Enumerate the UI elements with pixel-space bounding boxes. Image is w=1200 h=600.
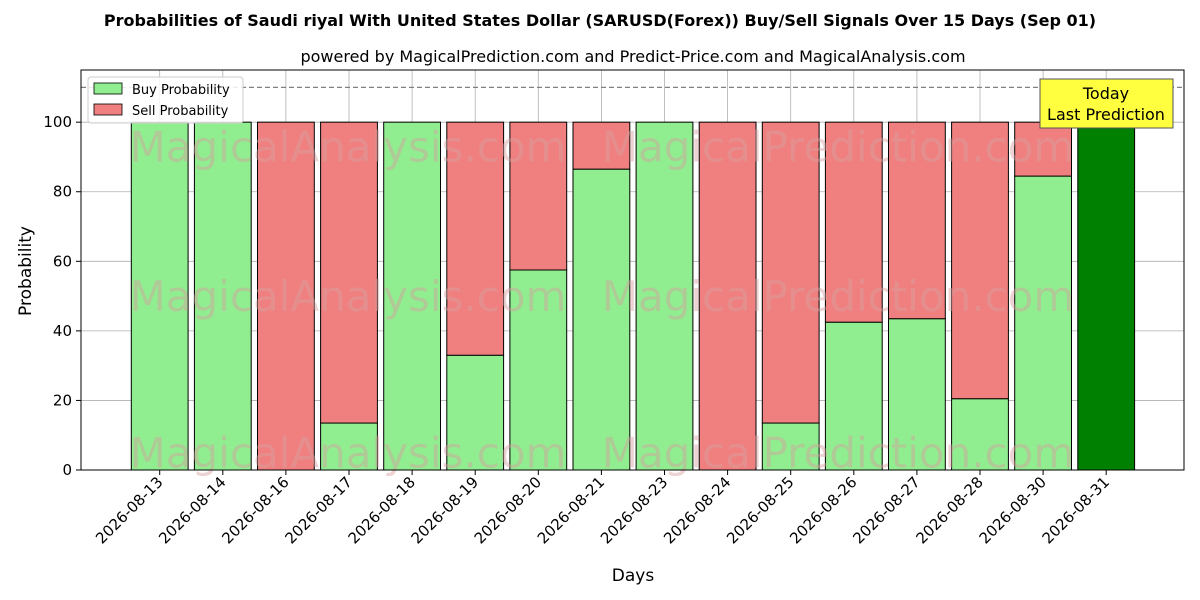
x-tick-label: 2026-08-13 [92, 473, 166, 547]
watermark-text: MagicalPrediction.com [602, 429, 1075, 478]
x-tick-label: 2026-08-31 [1039, 473, 1113, 547]
y-tick-label: 80 [53, 183, 72, 201]
annotation-line-1: Today [1082, 84, 1129, 103]
x-tick-label: 2026-08-20 [471, 473, 545, 547]
sell-bar [572, 121, 631, 170]
x-tick-label: 2026-08-16 [218, 473, 292, 547]
x-tick-label: 2026-08-23 [597, 473, 671, 547]
y-axis-label: Probability [16, 226, 36, 316]
x-tick-label: 2026-08-17 [281, 473, 355, 547]
y-axis-ticks: 0 20 40 60 80 100 [43, 113, 81, 479]
today-annotation: Today Last Prediction [1039, 78, 1174, 129]
buy-bar [446, 354, 505, 471]
buy-bar [572, 168, 631, 471]
plot-frame [80, 69, 1185, 471]
watermark-text: MagicalPrediction.com [602, 272, 1075, 321]
buy-bar [824, 321, 883, 471]
annotation-box [1039, 78, 1174, 129]
x-tick-label: 2026-08-25 [723, 473, 797, 547]
x-tick-label: 2026-08-24 [660, 473, 734, 547]
sell-bar [698, 121, 757, 471]
x-axis-label: Days [612, 566, 655, 586]
sell-bar [257, 121, 315, 471]
sell-bar [1014, 121, 1073, 177]
x-tick-label: 2026-08-19 [408, 473, 482, 547]
buy-bar [635, 121, 694, 471]
annotation-line-2: Last Prediction [1047, 105, 1165, 124]
y-tick-label: 0 [62, 461, 72, 479]
x-tick-label: 2026-08-26 [786, 473, 860, 547]
buy-bar [1014, 175, 1073, 471]
x-tick-label: 2026-08-14 [155, 473, 229, 547]
legend: Buy Probability Sell Probability [87, 76, 244, 124]
y-tick-label: 40 [53, 322, 72, 340]
buy-bar [888, 318, 946, 471]
chart-title: Probabilities of Saudi riyal With United… [104, 11, 1096, 30]
sell-bar [446, 121, 505, 356]
x-tick-label: 2026-08-27 [849, 473, 923, 547]
buy-bar [951, 398, 1009, 471]
sell-bar [888, 121, 946, 320]
x-tick-label: 2026-08-28 [912, 473, 986, 547]
buy-bar [383, 121, 442, 471]
x-tick-label: 2026-08-18 [345, 473, 419, 547]
y-tick-label: 100 [43, 113, 72, 131]
watermark-text: MagicalAnalysis.com [130, 429, 567, 478]
y-tick-label: 20 [53, 391, 72, 409]
buy-bar [1077, 121, 1136, 471]
legend-buy-label: Buy Probability [132, 83, 230, 98]
buy-bar [761, 422, 820, 471]
chart-subtitle: powered by MagicalPrediction.com and Pre… [300, 47, 965, 66]
x-tick-label: 2026-08-30 [976, 473, 1050, 547]
x-axis-ticks: 2026-08-132026-08-142026-08-162026-08-17… [92, 470, 1113, 547]
sell-bar [761, 121, 820, 424]
sell-bar [509, 121, 568, 271]
watermark-text: MagicalAnalysis.com [130, 123, 567, 172]
sell-bar [320, 121, 378, 424]
legend-sell-swatch [93, 103, 123, 116]
legend-buy-swatch [93, 82, 123, 95]
bars-layer [130, 121, 1136, 471]
sell-bar [951, 121, 1009, 400]
watermark-text: MagicalPrediction.com [602, 123, 1075, 172]
watermark-text: MagicalAnalysis.com [130, 272, 567, 321]
watermark-layer: MagicalAnalysis.com MagicalPrediction.com… [130, 123, 1075, 478]
sell-bar [824, 121, 883, 323]
buy-bar [509, 269, 568, 471]
x-tick-label: 2026-08-21 [534, 473, 608, 547]
y-tick-label: 60 [53, 252, 72, 270]
legend-box [87, 76, 244, 124]
legend-sell-label: Sell Probability [132, 104, 229, 119]
